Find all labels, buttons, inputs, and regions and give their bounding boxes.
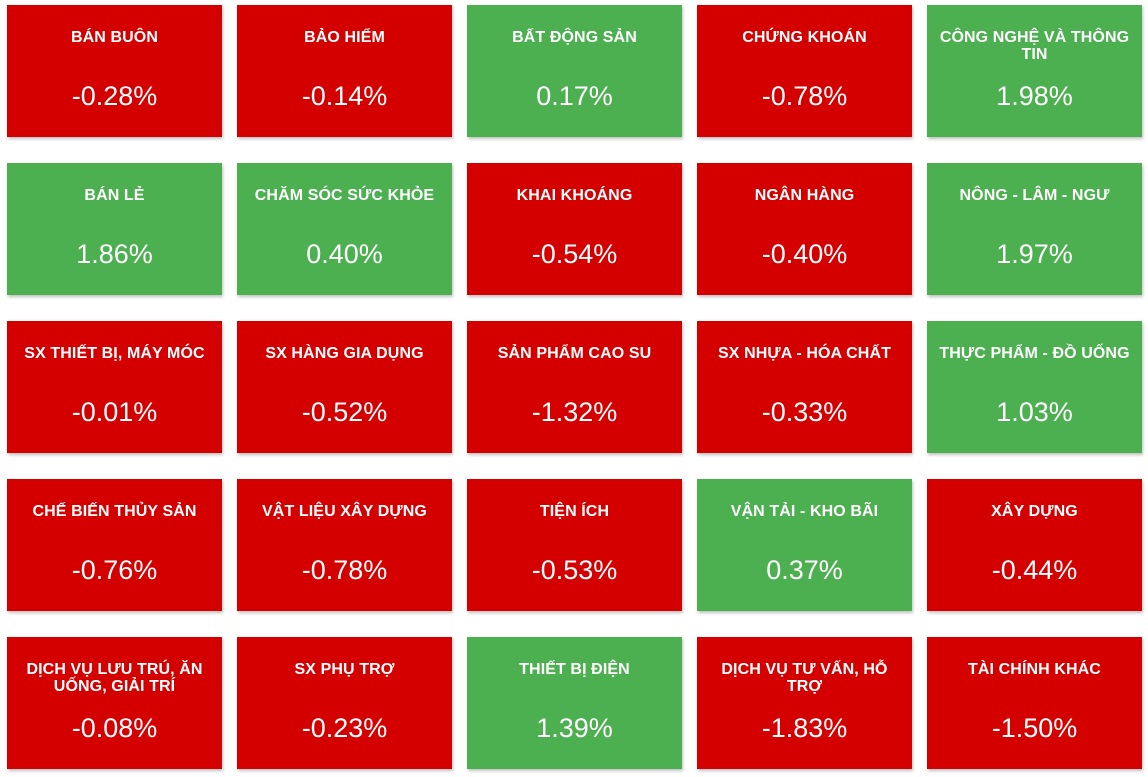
sector-tile[interactable]: CHĂM SÓC SỨC KHỎE 0.40% [237,163,452,295]
sector-tile[interactable]: BẢO HIỂM -0.14% [237,5,452,137]
sector-change-value: -1.50% [991,713,1078,743]
sector-name: DỊCH VỤ TƯ VẤN, HỖ TRỢ [721,661,888,695]
sector-name: CHỨNG KHOÁN [742,29,867,46]
sector-tile[interactable]: THIẾT BỊ ĐIỆN 1.39% [467,637,682,769]
sector-name: THIẾT BỊ ĐIỆN [519,661,630,678]
sector-tile[interactable]: TIỆN ÍCH -0.53% [467,479,682,611]
sector-tile[interactable]: SX HÀNG GIA DỤNG -0.52% [237,321,452,453]
sector-tile[interactable]: CHỨNG KHOÁN -0.78% [697,5,912,137]
sector-name: SX THIẾT BỊ, MÁY MÓC [24,345,205,362]
sector-tile[interactable]: SX THIẾT BỊ, MÁY MÓC -0.01% [7,321,222,453]
sector-change-value: -0.23% [301,713,388,743]
sector-name: XÂY DỰNG [991,503,1078,520]
sector-name: KHAI KHOÁNG [516,187,633,204]
sector-tile[interactable]: BẤT ĐỘNG SẢN 0.17% [467,5,682,137]
sector-change-value: 1.97% [996,239,1073,269]
sector-name: BẢO HIỂM [304,29,385,46]
sector-tile[interactable]: BÁN BUÔN -0.28% [7,5,222,137]
sector-change-value: 1.39% [536,713,613,743]
sector-tile[interactable]: SX PHỤ TRỢ -0.23% [237,637,452,769]
sector-tile[interactable]: CHẾ BIẾN THỦY SẢN -0.76% [7,479,222,611]
sector-change-value: -0.44% [991,555,1078,585]
sector-name: SẢN PHẨM CAO SU [497,345,652,362]
sector-name: THỰC PHẨM - ĐỒ UỐNG [939,345,1130,362]
sector-name: BẤT ĐỘNG SẢN [512,29,637,46]
sector-change-value: -0.78% [761,81,848,111]
sector-name: CHĂM SÓC SỨC KHỎE [254,187,435,204]
sector-name: SX PHỤ TRỢ [294,661,395,678]
sector-tile[interactable]: VẬN TẢI - KHO BÃI 0.37% [697,479,912,611]
sector-tile[interactable]: THỰC PHẨM - ĐỒ UỐNG 1.03% [927,321,1142,453]
sector-change-value: 1.03% [996,397,1073,427]
sector-name: BÁN BUÔN [70,29,159,46]
sector-name: TÀI CHÍNH KHÁC [968,661,1101,678]
sector-change-value: 0.37% [766,555,843,585]
sector-tile[interactable]: VẬT LIỆU XÂY DỰNG -0.78% [237,479,452,611]
sector-tile[interactable]: DỊCH VỤ LƯU TRÚ, ĂN UỐNG, GIẢI TRÍ -0.08% [7,637,222,769]
sector-tile[interactable]: SX NHỰA - HÓA CHẤT -0.33% [697,321,912,453]
sector-name: VẬN TẢI - KHO BÃI [730,503,879,520]
sector-tile[interactable]: KHAI KHOÁNG -0.54% [467,163,682,295]
sector-change-value: -0.33% [761,397,848,427]
sector-change-value: -0.01% [71,397,158,427]
sector-name: NGÂN HÀNG [754,187,855,204]
sector-change-value: -0.28% [71,81,158,111]
sector-tile[interactable]: XÂY DỰNG -0.44% [927,479,1142,611]
sector-name: SX NHỰA - HÓA CHẤT [718,345,891,362]
sector-tile[interactable]: NGÂN HÀNG -0.40% [697,163,912,295]
sector-name: DỊCH VỤ LƯU TRÚ, ĂN UỐNG, GIẢI TRÍ [26,661,203,695]
sector-change-value: -0.76% [71,555,158,585]
sector-change-value: 0.40% [306,239,383,269]
sector-tile[interactable]: NÔNG - LÂM - NGƯ 1.97% [927,163,1142,295]
sector-tile[interactable]: TÀI CHÍNH KHÁC -1.50% [927,637,1142,769]
sector-change-value: -1.83% [761,713,848,743]
sector-change-value: -0.53% [531,555,618,585]
sector-tile[interactable]: SẢN PHẨM CAO SU -1.32% [467,321,682,453]
sector-name: BÁN LẺ [84,187,145,204]
sector-change-value: 1.98% [996,81,1073,111]
sector-change-value: -0.14% [301,81,388,111]
sector-change-value: -1.32% [531,397,618,427]
sector-name: SX HÀNG GIA DỤNG [265,345,424,362]
sector-name: NÔNG - LÂM - NGƯ [959,187,1110,204]
sector-name: VẬT LIỆU XÂY DỰNG [262,503,427,520]
sector-change-value: -0.54% [531,239,618,269]
sector-change-value: -0.08% [71,713,158,743]
sector-tile[interactable]: DỊCH VỤ TƯ VẤN, HỖ TRỢ -1.83% [697,637,912,769]
sector-change-value: 1.86% [76,239,153,269]
sector-name: TIỆN ÍCH [539,503,610,520]
sector-change-value: -0.52% [301,397,388,427]
sector-change-value: -0.40% [761,239,848,269]
sector-name: CHẾ BIẾN THỦY SẢN [32,503,197,520]
sector-name: CÔNG NGHỆ VÀ THÔNG TIN [939,29,1130,63]
sector-tile[interactable]: BÁN LẺ 1.86% [7,163,222,295]
sector-change-value: -0.78% [301,555,388,585]
sector-change-value: 0.17% [536,81,613,111]
sector-tile[interactable]: CÔNG NGHỆ VÀ THÔNG TIN 1.98% [927,5,1142,137]
